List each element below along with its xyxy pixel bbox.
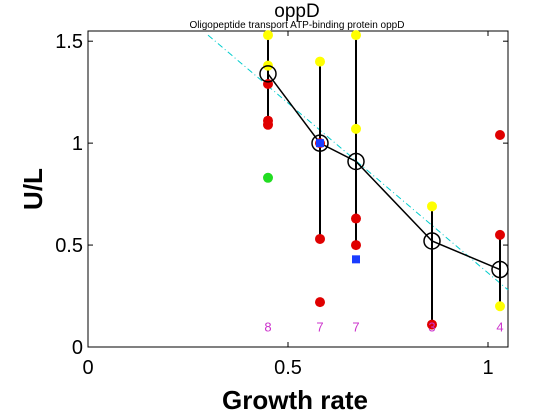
mean-line — [267, 73, 501, 271]
count-label: 7 — [316, 320, 323, 335]
y-tick-label: 0 — [72, 337, 83, 359]
x-tick-label: 0 — [82, 357, 93, 379]
y-tick-label: 1 — [72, 133, 83, 155]
data-point — [351, 240, 361, 251]
count-label: 3 — [428, 320, 435, 335]
data-point-square — [316, 139, 324, 148]
x-tick-label: 0.5 — [274, 357, 302, 379]
data-point — [495, 229, 505, 240]
data-point-square — [352, 255, 360, 264]
plot-area-frame — [87, 30, 509, 348]
data-point — [495, 129, 505, 140]
data-point — [427, 201, 437, 212]
x-tick-label: 1 — [482, 357, 493, 379]
data-point — [263, 172, 273, 183]
data-point — [427, 319, 437, 330]
x-axis-label: Growth rate — [222, 385, 368, 415]
data-point — [315, 297, 325, 308]
mean-marker — [311, 134, 329, 152]
data-point — [351, 30, 361, 41]
mean-marker — [423, 232, 441, 250]
data-point — [351, 123, 361, 134]
chart-subtitle: Oligopeptide transport ATP-binding prote… — [190, 20, 405, 31]
data-point — [315, 233, 325, 244]
y-axis-label: U/L — [18, 168, 48, 210]
mean-marker — [491, 260, 509, 279]
count-label: 8 — [264, 320, 271, 335]
chart-title: oppD — [274, 1, 319, 22]
data-point — [263, 30, 273, 41]
count-label: 7 — [352, 320, 359, 335]
data-point — [263, 119, 273, 130]
y-tick-label: 1.5 — [55, 31, 83, 53]
count-label: 4 — [496, 320, 503, 335]
data-point — [315, 56, 325, 67]
mean-marker — [347, 152, 365, 171]
data-point — [495, 301, 505, 312]
mean-marker — [259, 65, 277, 83]
data-point — [351, 213, 361, 224]
y-tick-label: 0.5 — [55, 235, 83, 257]
